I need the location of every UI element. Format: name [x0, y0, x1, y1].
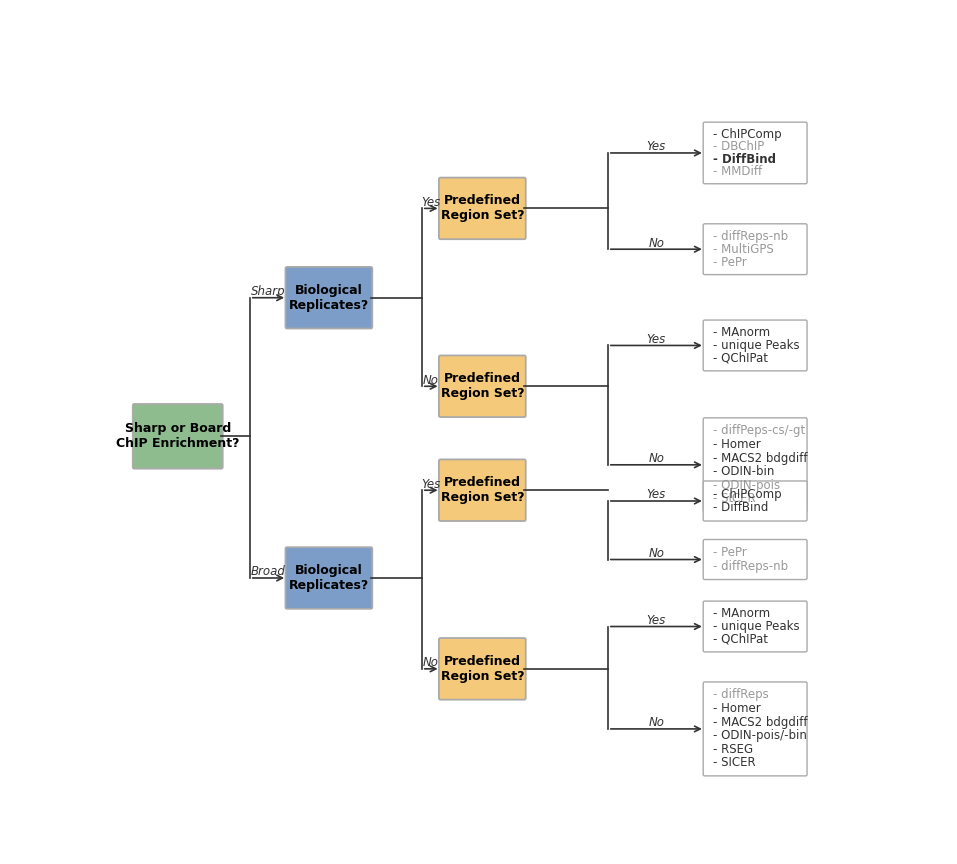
FancyBboxPatch shape — [703, 320, 807, 371]
Text: - ChIPComp: - ChIPComp — [713, 128, 781, 141]
Text: Predefined
Region Set?: Predefined Region Set? — [440, 655, 524, 683]
FancyBboxPatch shape — [439, 638, 525, 700]
Text: Biological
Replicates?: Biological Replicates? — [289, 564, 369, 592]
Text: - unique Peaks: - unique Peaks — [713, 620, 799, 633]
Text: - ChIPComp: - ChIPComp — [713, 487, 781, 500]
FancyBboxPatch shape — [285, 547, 372, 609]
Text: Yes: Yes — [421, 196, 441, 209]
Text: - DiffBind: - DiffBind — [713, 501, 768, 514]
FancyBboxPatch shape — [439, 178, 525, 239]
Text: - MACS2 bdgdiff: - MACS2 bdgdiff — [713, 715, 807, 728]
FancyBboxPatch shape — [439, 355, 525, 417]
Text: Sharp or Board
ChIP Enrichment?: Sharp or Board ChIP Enrichment? — [116, 422, 239, 450]
Text: - diffPeps-cs/-gt: - diffPeps-cs/-gt — [713, 424, 805, 437]
Text: No: No — [648, 237, 664, 250]
Text: Yes: Yes — [647, 140, 666, 153]
Text: Yes: Yes — [647, 613, 666, 627]
Text: Predefined
Region Set?: Predefined Region Set? — [440, 194, 524, 222]
Text: Yes: Yes — [647, 488, 666, 501]
Text: Yes: Yes — [421, 478, 441, 491]
Text: - DBChIP: - DBChIP — [713, 140, 764, 153]
Text: - SICER: - SICER — [713, 756, 755, 770]
Text: - ODIN-pois: - ODIN-pois — [713, 479, 780, 492]
FancyBboxPatch shape — [703, 481, 807, 521]
Text: No: No — [423, 656, 439, 670]
Text: - Homer: - Homer — [713, 702, 760, 715]
Text: - MAnorm: - MAnorm — [713, 326, 769, 340]
FancyBboxPatch shape — [703, 122, 807, 184]
Text: Yes: Yes — [647, 333, 666, 346]
Text: - MACS2 bdgdiff: - MACS2 bdgdiff — [713, 452, 807, 465]
Text: - diffReps-nb: - diffReps-nb — [713, 230, 788, 243]
FancyBboxPatch shape — [703, 224, 807, 275]
Text: - SICER: - SICER — [713, 492, 755, 505]
Text: - Homer: - Homer — [713, 438, 760, 451]
Text: No: No — [648, 452, 664, 465]
Text: - QChIPat: - QChIPat — [713, 632, 768, 646]
Text: - PePr: - PePr — [713, 546, 746, 559]
FancyBboxPatch shape — [703, 539, 807, 580]
FancyBboxPatch shape — [703, 601, 807, 652]
Text: - PePr: - PePr — [713, 256, 746, 269]
Text: Biological
Replicates?: Biological Replicates? — [289, 283, 369, 312]
Text: No: No — [423, 373, 439, 386]
Text: - diffReps-nb: - diffReps-nb — [713, 560, 788, 573]
FancyBboxPatch shape — [133, 404, 223, 468]
FancyBboxPatch shape — [285, 267, 372, 328]
Text: - ODIN-pois/-bin: - ODIN-pois/-bin — [713, 729, 807, 742]
Text: - diffReps: - diffReps — [713, 689, 768, 702]
Text: - MMDiff: - MMDiff — [713, 165, 762, 178]
Text: - QChIPat: - QChIPat — [713, 352, 768, 365]
Text: - MAnorm: - MAnorm — [713, 607, 769, 620]
Text: - MultiGPS: - MultiGPS — [713, 243, 773, 256]
FancyBboxPatch shape — [703, 682, 807, 776]
FancyBboxPatch shape — [439, 460, 525, 521]
Text: Predefined
Region Set?: Predefined Region Set? — [440, 476, 524, 505]
Text: - RSEG: - RSEG — [713, 743, 752, 756]
Text: No: No — [648, 547, 664, 560]
Text: Broad: Broad — [251, 565, 286, 578]
Text: No: No — [648, 716, 664, 729]
Text: - DiffBind: - DiffBind — [713, 153, 775, 166]
Text: Predefined
Region Set?: Predefined Region Set? — [440, 372, 524, 400]
Text: - ODIN-bin: - ODIN-bin — [713, 465, 774, 478]
FancyBboxPatch shape — [703, 418, 807, 511]
Text: - unique Peaks: - unique Peaks — [713, 339, 799, 352]
Text: Sharp: Sharp — [251, 285, 286, 298]
